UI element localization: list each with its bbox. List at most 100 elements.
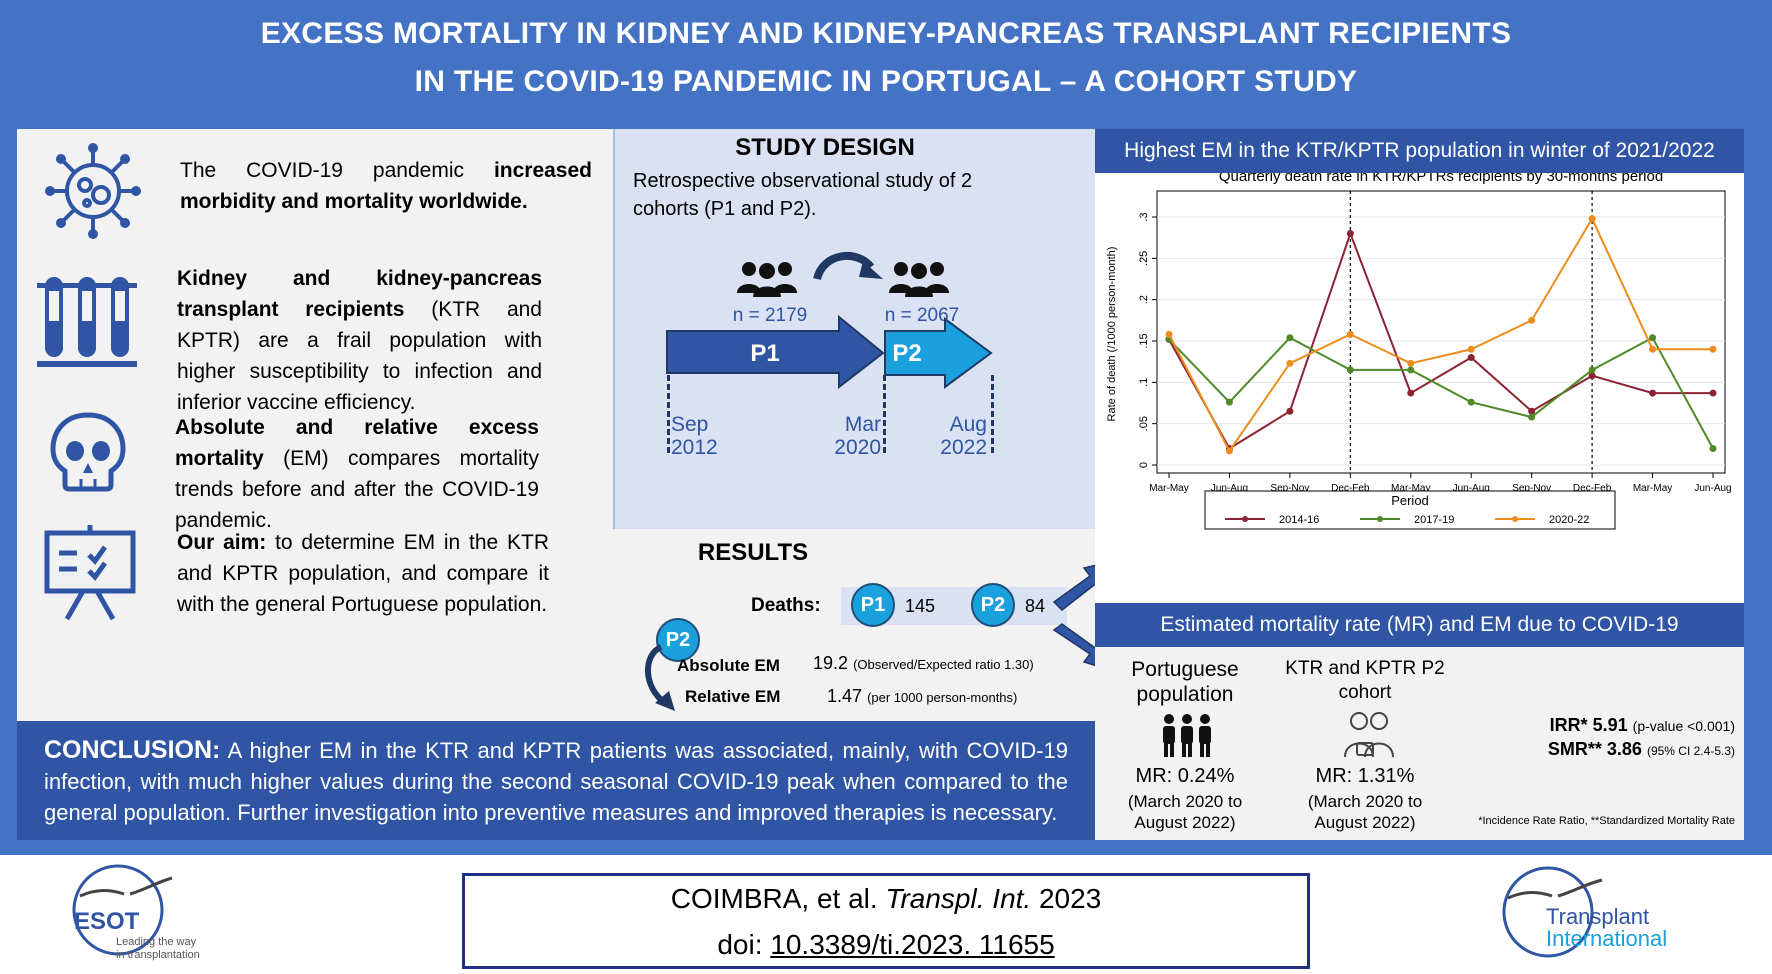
data-point-2020-22 <box>1165 330 1173 338</box>
y-axis-label: Rate of death (/1000 person-month) <box>1106 247 1118 422</box>
y-tick-label: .25 <box>1138 251 1150 266</box>
relative-em-value: 1.47 (per 1000 person-months) <box>827 686 1018 706</box>
legend-label: 2014-16 <box>1279 514 1319 526</box>
date-start: Sep 2012 <box>671 413 718 459</box>
irr-stat: IRR* 5.91 (p-value <0.001) <box>1549 715 1735 735</box>
legend-marker <box>1242 516 1248 522</box>
data-point-2017-19 <box>1467 398 1475 406</box>
curved-arrow-icon <box>813 251 883 281</box>
people-group-icon <box>1163 714 1211 757</box>
y-tick-label: .15 <box>1138 333 1150 348</box>
stat-footnote: *Incidence Rate Ratio, **Standardized Mo… <box>1478 815 1735 827</box>
patient-doctor-icon <box>1344 712 1394 758</box>
p1-arrow-label: P1 <box>750 340 780 367</box>
data-point-2014-16 <box>1346 230 1354 238</box>
people-group-icon <box>737 262 797 297</box>
chart-panel: Quarterly death rate in KTR/KPTRs recipi… <box>1095 168 1744 603</box>
title-line-1: EXCESS MORTALITY IN KIDNEY AND KIDNEY-PA… <box>260 17 1512 50</box>
title-line-2: IN THE COVID-19 PANDEMIC IN PORTUGAL – A… <box>414 65 1358 98</box>
virus-icon <box>45 143 141 239</box>
relative-em-label: Relative EM <box>685 687 781 706</box>
timeline-arrows <box>666 315 993 389</box>
doi-link[interactable]: 10.3389/ti.2023. 11655 <box>770 929 1055 960</box>
poster-title: EXCESS MORTALITY IN KIDNEY AND KIDNEY-PA… <box>0 10 1772 106</box>
y-tick-label: 0 <box>1138 462 1150 468</box>
data-point-2020-22 <box>1588 215 1596 223</box>
p2-deaths-value: 84 <box>1025 596 1046 616</box>
p1-sample-size: n = 2179 <box>732 305 808 326</box>
data-point-2017-19 <box>1225 398 1233 406</box>
population-mr: MR: 0.24% <box>1135 765 1235 787</box>
p2-badge: P2 <box>656 618 700 662</box>
absolute-em-label: Absolute EM <box>677 656 780 675</box>
plot-area-frame <box>1156 190 1726 474</box>
x-tick-label: Mar-May <box>1633 483 1672 494</box>
deaths-label: Deaths: <box>751 595 821 616</box>
citation-box: COIMBRA, et al. Transpl. Int. 2023 doi: … <box>462 873 1310 969</box>
mr-panel: Portuguese population MR: 0.24% (March 2… <box>1095 647 1744 840</box>
x-tick-label: Mar-May <box>1391 483 1430 494</box>
x-tick-label: Dec-Feb <box>1573 483 1612 494</box>
study-design-text: Retrospective observational study of 2 c… <box>633 170 973 220</box>
legend-title: Period <box>1391 493 1429 508</box>
conclusion-label: CONCLUSION: <box>44 736 221 764</box>
population-title: Portuguese population <box>1131 658 1239 706</box>
data-point-2014-16 <box>1467 354 1475 362</box>
legend-label: 2017-19 <box>1414 514 1454 526</box>
legend-label: 2020-22 <box>1549 514 1589 526</box>
p1-badge: P1 <box>851 583 895 627</box>
data-point-2017-19 <box>1407 366 1415 374</box>
data-point-2017-19 <box>1649 334 1657 342</box>
data-point-2020-22 <box>1286 359 1294 367</box>
x-tick-label: Sep-Nov <box>1512 483 1551 494</box>
timeline-dash-end <box>991 375 994 453</box>
x-tick-label: Jun-Aug <box>1694 483 1731 494</box>
study-design-panel: STUDY DESIGN Retrospective observational… <box>613 129 1097 529</box>
timeline-dash-start <box>667 375 670 453</box>
citation-line: COIMBRA, et al. Transpl. Int. 2023 <box>670 883 1102 914</box>
y-tick-label: .3 <box>1138 212 1150 221</box>
test-tubes-icon <box>37 277 137 367</box>
y-tick-label: .2 <box>1138 295 1150 304</box>
transplant-logo-text: Transplant <box>1546 904 1650 929</box>
x-tick-label: Jun-Aug <box>1211 483 1248 494</box>
x-tick-label: Sep-Nov <box>1270 483 1309 494</box>
population-period: (March 2020 to August 2022) <box>1127 792 1243 832</box>
p1-deaths-value: 145 <box>905 596 936 616</box>
series-line-2017-19 <box>1168 336 1714 449</box>
data-point-2017-19 <box>1709 444 1717 452</box>
data-point-2020-22 <box>1649 345 1657 353</box>
timeline-dash-mid <box>883 375 886 453</box>
data-point-2014-16 <box>1709 389 1717 397</box>
date-mid: Mar 2020 <box>834 413 881 459</box>
data-point-2014-16 <box>1588 372 1596 380</box>
people-group-icon <box>889 262 949 297</box>
conclusion-text: A higher EM in the KTR and KPTR patients… <box>44 738 1068 825</box>
data-point-2017-19 <box>1528 413 1536 421</box>
p2-sample-size: n = 2067 <box>884 305 960 326</box>
intro-text: The COVID-19 pandemic increased morbidit… <box>180 159 592 213</box>
data-point-2020-22 <box>1528 316 1536 324</box>
smr-stat: SMR** 3.86 (95% CI 2.4-5.3) <box>1547 739 1735 759</box>
x-tick-label: Jun-Aug <box>1453 483 1490 494</box>
data-point-2017-19 <box>1286 334 1294 342</box>
x-tick-label: Mar-May <box>1149 483 1188 494</box>
data-point-2020-22 <box>1709 345 1717 353</box>
y-tick-label: .05 <box>1138 416 1150 431</box>
data-point-2014-16 <box>1286 407 1294 415</box>
x-tick-label: Dec-Feb <box>1331 483 1370 494</box>
study-design-heading: STUDY DESIGN <box>735 134 915 161</box>
data-point-2020-22 <box>1225 447 1233 455</box>
excess-mortality-text: Absolute and relative excess mortality (… <box>175 416 539 532</box>
esot-tagline: Leading the way in transplantation <box>116 936 200 961</box>
doi-line: doi: 10.3389/ti.2023. 11655 <box>717 929 1055 960</box>
legend-box <box>1204 490 1616 530</box>
mr-header: Estimated mortality rate (MR) and EM due… <box>1095 603 1744 647</box>
series-line-2020-22 <box>1168 216 1713 453</box>
background-panel: The COVID-19 pandemic increased morbidit… <box>17 129 613 721</box>
data-point-2017-19 <box>1588 366 1596 374</box>
data-point-2020-22 <box>1346 330 1354 338</box>
legend-marker <box>1512 516 1518 522</box>
p2-badge: P2 <box>971 583 1015 627</box>
data-point-2017-19 <box>1346 366 1354 374</box>
